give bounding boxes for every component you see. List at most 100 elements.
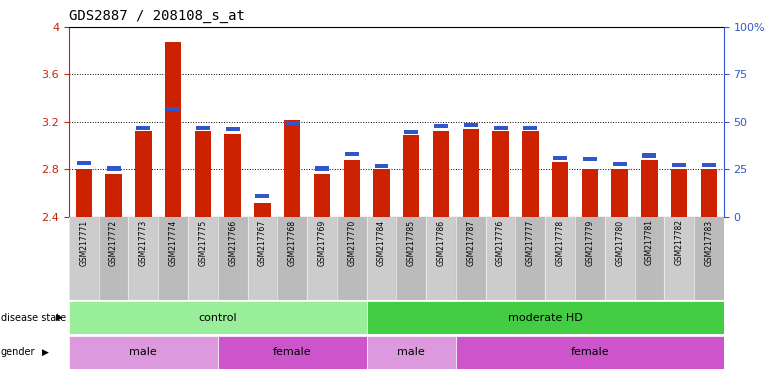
Bar: [404, 130, 418, 134]
Bar: [522, 131, 538, 217]
Bar: [403, 135, 420, 217]
Bar: [224, 134, 241, 217]
Bar: [552, 162, 568, 217]
Text: ▶: ▶: [42, 348, 49, 357]
Bar: [456, 217, 486, 300]
Text: GSM217775: GSM217775: [198, 219, 208, 266]
Bar: [545, 217, 575, 300]
Bar: [464, 122, 478, 127]
Text: GSM217776: GSM217776: [496, 219, 505, 266]
Bar: [277, 217, 307, 300]
Text: female: female: [273, 347, 312, 358]
Bar: [611, 169, 628, 217]
Text: GSM217769: GSM217769: [317, 219, 326, 266]
Bar: [307, 217, 337, 300]
Text: male: male: [398, 347, 425, 358]
Bar: [367, 336, 456, 369]
Bar: [605, 217, 634, 300]
Bar: [165, 42, 182, 217]
Bar: [69, 217, 99, 300]
Bar: [434, 124, 448, 128]
Text: GSM217782: GSM217782: [675, 219, 684, 265]
Bar: [486, 217, 516, 300]
Text: GSM217771: GSM217771: [80, 219, 88, 266]
Bar: [523, 126, 537, 130]
Text: ▶: ▶: [56, 313, 63, 322]
Text: GSM217773: GSM217773: [139, 219, 148, 266]
Bar: [581, 169, 598, 217]
Text: GSM217774: GSM217774: [169, 219, 178, 266]
Bar: [285, 121, 300, 126]
Bar: [583, 157, 597, 161]
Text: GSM217770: GSM217770: [347, 219, 356, 266]
Bar: [99, 217, 129, 300]
Bar: [702, 163, 716, 167]
Bar: [226, 127, 240, 131]
Bar: [397, 217, 426, 300]
Bar: [367, 217, 397, 300]
Text: GSM217784: GSM217784: [377, 219, 386, 266]
Bar: [634, 217, 664, 300]
Bar: [463, 129, 479, 217]
Bar: [314, 174, 330, 217]
Bar: [254, 203, 270, 217]
Bar: [69, 301, 367, 334]
Text: gender: gender: [1, 347, 35, 358]
Text: GSM217783: GSM217783: [705, 219, 713, 266]
Text: GDS2887 / 208108_s_at: GDS2887 / 208108_s_at: [69, 9, 245, 23]
Bar: [106, 174, 122, 217]
Bar: [218, 217, 247, 300]
Bar: [135, 131, 152, 217]
Text: moderate HD: moderate HD: [508, 313, 583, 323]
Text: GSM217781: GSM217781: [645, 219, 654, 265]
Bar: [344, 160, 360, 217]
Text: GSM217766: GSM217766: [228, 219, 237, 266]
Bar: [188, 217, 218, 300]
Bar: [694, 217, 724, 300]
Text: GSM217780: GSM217780: [615, 219, 624, 266]
Bar: [701, 169, 717, 217]
Bar: [106, 167, 120, 170]
Text: GSM217772: GSM217772: [109, 219, 118, 266]
Bar: [69, 336, 218, 369]
Text: GSM217767: GSM217767: [258, 219, 267, 266]
Text: GSM217779: GSM217779: [585, 219, 594, 266]
Text: GSM217778: GSM217778: [555, 219, 565, 266]
Bar: [671, 169, 687, 217]
Bar: [129, 217, 159, 300]
Text: GSM217777: GSM217777: [526, 219, 535, 266]
Text: disease state: disease state: [1, 313, 66, 323]
Text: GSM217768: GSM217768: [288, 219, 296, 266]
Bar: [247, 217, 277, 300]
Bar: [195, 131, 211, 217]
Bar: [367, 301, 724, 334]
Bar: [375, 164, 388, 168]
Bar: [553, 156, 567, 160]
Bar: [493, 131, 509, 217]
Bar: [613, 162, 627, 166]
Bar: [315, 167, 329, 170]
Bar: [456, 336, 724, 369]
Bar: [76, 169, 92, 217]
Text: GSM217786: GSM217786: [437, 219, 446, 266]
Bar: [256, 194, 270, 198]
Bar: [516, 217, 545, 300]
Bar: [166, 107, 180, 111]
Bar: [493, 126, 508, 130]
Bar: [641, 160, 658, 217]
Bar: [218, 336, 367, 369]
Bar: [77, 161, 91, 165]
Bar: [673, 163, 686, 167]
Bar: [426, 217, 456, 300]
Bar: [337, 217, 367, 300]
Text: GSM217787: GSM217787: [466, 219, 476, 266]
Text: GSM217785: GSM217785: [407, 219, 416, 266]
Text: male: male: [129, 347, 157, 358]
Bar: [643, 153, 656, 157]
Bar: [345, 152, 358, 156]
Bar: [575, 217, 605, 300]
Bar: [159, 217, 188, 300]
Text: female: female: [571, 347, 609, 358]
Bar: [136, 126, 150, 130]
Bar: [433, 131, 449, 217]
